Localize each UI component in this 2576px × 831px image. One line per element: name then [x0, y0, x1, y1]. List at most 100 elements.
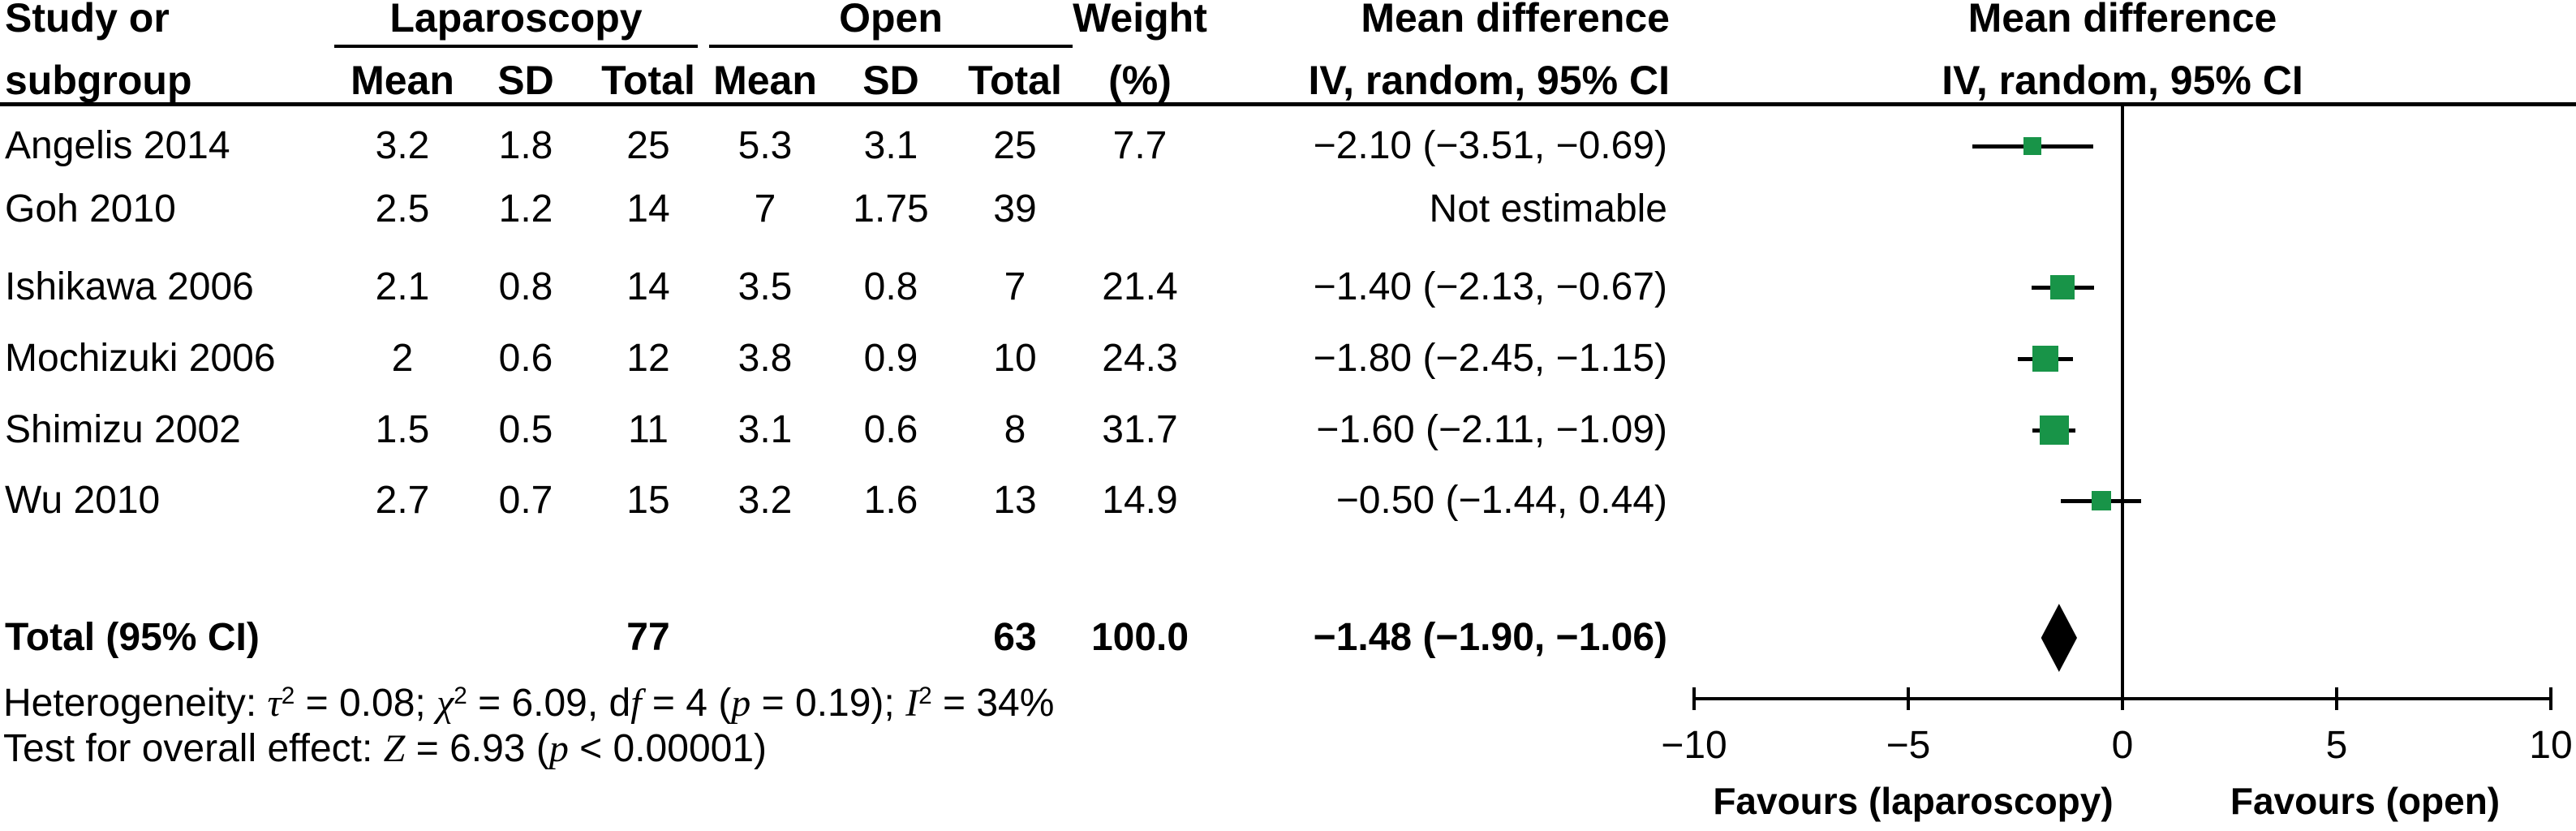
- value-cell: 1.2: [498, 187, 553, 230]
- footnote-text-run: = 6.09, d: [467, 681, 631, 725]
- value-cell: 0.7: [498, 479, 553, 522]
- favours-right-label: Favours (open): [2230, 780, 2501, 822]
- value-cell: 1.75: [853, 187, 929, 230]
- open-group-underline: [709, 45, 1073, 48]
- footnote-text-run: p: [548, 727, 569, 770]
- value-cell: 7: [754, 187, 776, 230]
- header-md-text-line2: IV, random, 95% CI: [1308, 58, 1670, 103]
- pooled-effect-diamond: [2041, 604, 2078, 672]
- ci-text-cell: −1.60 (−2.11, −1.09): [1316, 408, 1667, 451]
- header-md-text-line1: Mean difference: [1361, 0, 1670, 41]
- footnote-text-run: τ: [267, 681, 282, 725]
- footnote-text-run: 2: [281, 682, 295, 709]
- footnote-text-run: I: [905, 681, 919, 725]
- study-row: Goh 2010 2.5 1.2 14 7 1.75 39 Not estimable: [0, 187, 2576, 231]
- header-group-laparoscopy: Laparoscopy: [389, 0, 643, 41]
- header-weight-line2: (%): [1108, 58, 1172, 103]
- heterogeneity-note: Heterogeneity: τ2 = 0.08; χ2 = 6.09, df …: [3, 675, 1054, 724]
- footnote-text-run: = 0.19);: [750, 681, 906, 725]
- study-row: Ishikawa 2006 2.1 0.8 14 3.5 0.8 7 21.4 −1.40 (−…: [0, 265, 2576, 309]
- value-cell: 12: [626, 337, 670, 380]
- header-open-mean: Mean: [713, 58, 817, 103]
- footnote-text-run: Heterogeneity:: [3, 681, 268, 725]
- value-cell: [1043, 187, 1237, 231]
- header-rule: [0, 102, 2576, 106]
- value-cell: 2: [391, 337, 414, 380]
- value-cell: 3.8: [738, 337, 793, 380]
- footnote-text-run: = 34%: [931, 681, 1055, 725]
- value-cell: 7.7: [1112, 124, 1168, 167]
- axis-tick: [1692, 687, 1696, 710]
- value-cell: 2.1: [375, 265, 430, 308]
- ci-text-cell: −1.80 (−2.45, −1.15): [1313, 337, 1667, 380]
- value-cell: 31.7: [1102, 408, 1178, 451]
- header-open-total: Total: [968, 58, 1062, 103]
- footnote-text-run: f: [630, 681, 642, 725]
- study-name-cell: Mochizuki 2006: [5, 337, 276, 380]
- header-md-plot-line1: Mean difference: [1967, 0, 2277, 41]
- value-cell: 0.8: [863, 265, 918, 308]
- ci-text-cell: Not estimable: [1429, 187, 1667, 230]
- value-cell: 10: [993, 337, 1037, 380]
- value-cell: 0.5: [498, 408, 553, 451]
- study-row: Mochizuki 2006 2 0.6 12 3.8 0.9 10 24.3 −1.80 (−…: [0, 337, 2576, 381]
- study-row: Shimizu 2002 1.5 0.5 11 3.1 0.6 8 31.7 −1.60 (−2…: [0, 408, 2576, 452]
- header-open-sd: SD: [862, 58, 919, 103]
- value-cell: 1.6: [863, 479, 918, 522]
- value-cell: 21.4: [1102, 265, 1178, 308]
- value-cell: 5.3: [738, 124, 793, 167]
- value-cell: 3.2: [738, 479, 793, 522]
- value-cell: 0.6: [863, 408, 918, 451]
- value-cell: 1.8: [498, 124, 553, 167]
- ci-text-cell: −2.10 (−3.51, −0.69): [1313, 124, 1667, 167]
- study-row: Wu 2010 2.7 0.7 15 3.2 1.6 13 14.9 −0.50 (−1.44,…: [0, 479, 2576, 523]
- axis-tick-label: 10: [2529, 724, 2573, 767]
- value-cell: 1.5: [375, 408, 430, 451]
- axis-tick-label: −5: [1886, 724, 1931, 767]
- header-lap-mean: Mean: [350, 58, 454, 103]
- footnote-text-run: Test for overall effect:: [3, 727, 384, 770]
- effect-square-marker: [2023, 137, 2042, 155]
- value-cell: 39: [993, 187, 1037, 230]
- header-md-plot-line2: IV, random, 95% CI: [1942, 58, 2303, 103]
- value-cell: 2.7: [375, 479, 430, 522]
- header-lap-sd: SD: [497, 58, 554, 103]
- total-weight-cell: 100.0: [1090, 616, 1189, 659]
- value-cell: 14: [626, 187, 670, 230]
- value-cell: 3.1: [863, 124, 918, 167]
- value-cell: 14: [626, 265, 670, 308]
- value-cell: 8: [1004, 408, 1026, 451]
- header-study-line1: Study or: [5, 0, 170, 41]
- footnote-text-run: = 6.93 (: [405, 727, 549, 770]
- value-cell: 0.6: [498, 337, 553, 380]
- zero-effect-line: [2121, 106, 2124, 708]
- effect-square-marker: [2050, 275, 2075, 299]
- study-name-cell: Angelis 2014: [5, 124, 230, 167]
- header-study-line2: subgroup: [5, 58, 192, 103]
- footnote-text-run: χ: [437, 681, 454, 725]
- axis-tick-label: 5: [2325, 724, 2348, 767]
- footnote-text-run: = 4 (: [641, 681, 732, 725]
- axis-tick-label: 0: [2111, 724, 2134, 767]
- laparoscopy-group-underline: [334, 45, 698, 48]
- value-cell: 7: [1004, 265, 1026, 308]
- value-cell: 14.9: [1102, 479, 1178, 522]
- footnote-text-run: = 0.08;: [295, 681, 437, 725]
- study-name-cell: Wu 2010: [5, 479, 161, 522]
- total-row: Total (95% CI) 77 63 100.0 −1.48 (−1.90, −1.…: [0, 616, 2576, 660]
- header-lap-total: Total: [601, 58, 695, 103]
- axis-tick: [2549, 687, 2552, 710]
- value-cell: 2.5: [375, 187, 430, 230]
- value-cell: 13: [993, 479, 1037, 522]
- total-ci-text-cell: −1.48 (−1.90, −1.06): [1313, 616, 1667, 659]
- axis-tick: [2121, 687, 2124, 710]
- footnote-text-run: Z: [383, 727, 406, 770]
- effect-square-marker: [2032, 346, 2058, 372]
- value-cell: 25: [993, 124, 1037, 167]
- total-lap-n-cell: 77: [626, 616, 670, 659]
- value-cell: 15: [626, 479, 670, 522]
- ci-text-cell: −1.40 (−2.13, −0.67): [1313, 265, 1667, 308]
- value-cell: 3.2: [375, 124, 430, 167]
- overall-effect-note: Test for overall effect: Z = 6.93 (p < 0…: [3, 728, 767, 770]
- study-row: Angelis 2014 3.2 1.8 25 5.3 3.1 25 7.7 −2.10 (−3…: [0, 124, 2576, 168]
